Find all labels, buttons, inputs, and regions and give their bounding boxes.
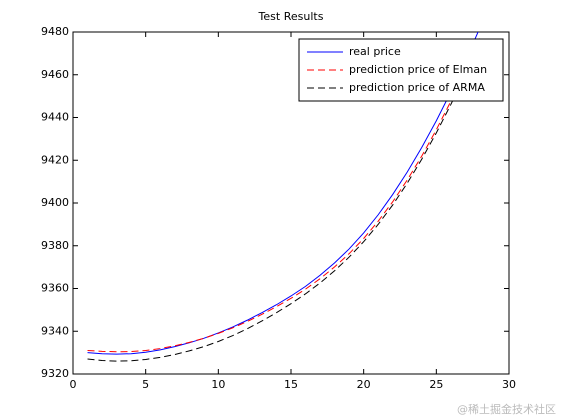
y-tick-label: 9320	[41, 367, 69, 380]
y-tick-label: 9400	[41, 196, 69, 209]
series-line	[87, 32, 479, 355]
y-tick-label: 9480	[41, 25, 69, 38]
y-tick-label: 9460	[41, 68, 69, 81]
legend-label: real price	[349, 45, 401, 58]
x-tick-label: 30	[502, 378, 516, 391]
x-tick-label: 0	[70, 378, 77, 391]
x-tick-label: 20	[357, 378, 371, 391]
y-tick-label: 9340	[41, 324, 69, 337]
x-tick-label: 5	[142, 378, 149, 391]
legend-label: prediction price of ARMA	[349, 81, 485, 94]
series-line	[87, 41, 481, 362]
legend-label: prediction price of Elman	[349, 63, 487, 76]
x-tick-label: 15	[284, 378, 298, 391]
y-tick-label: 9440	[41, 111, 69, 124]
y-tick-label: 9420	[41, 153, 69, 166]
chart-title: Test Results	[258, 10, 324, 23]
x-tick-label: 25	[429, 378, 443, 391]
x-tick-label: 10	[211, 378, 225, 391]
y-tick-label: 9380	[41, 239, 69, 252]
series-group	[87, 32, 481, 362]
watermark: @稀土掘金技术社区	[457, 402, 556, 416]
y-tick-label: 9360	[41, 282, 69, 295]
